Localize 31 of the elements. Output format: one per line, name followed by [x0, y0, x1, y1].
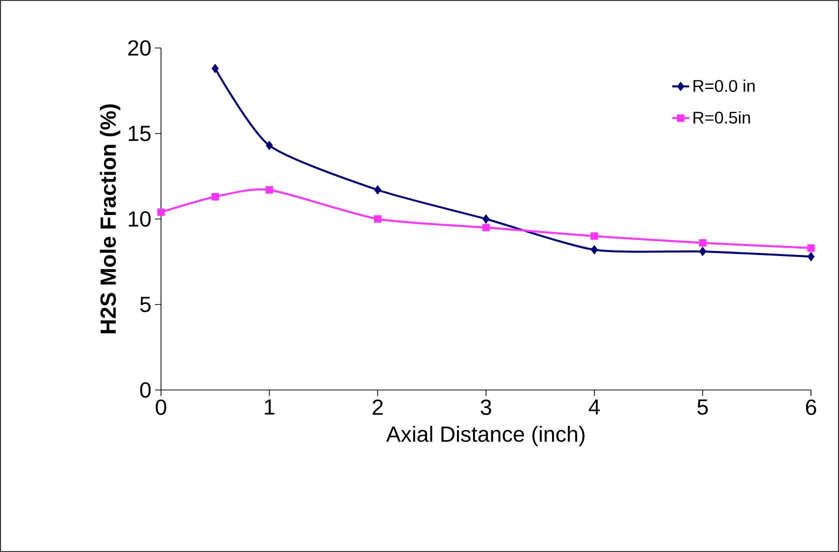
point [212, 64, 219, 74]
x-tick-label: 3 [480, 399, 492, 416]
point [157, 208, 165, 216]
point [374, 215, 382, 223]
point [266, 140, 273, 150]
y-tick-label: 20 [128, 40, 151, 56]
x-tick-label: 4 [588, 399, 600, 415]
point [807, 244, 815, 252]
point [266, 186, 274, 194]
point [482, 214, 490, 224]
y-tick-label: 15 [128, 126, 151, 142]
x-axis-title: Axial Distance (inch) [386, 426, 584, 446]
point [590, 232, 598, 240]
point [482, 224, 490, 232]
point [807, 252, 815, 262]
x-tick-label: 0 [156, 399, 166, 416]
y-tick-label: 5 [140, 296, 151, 312]
x-tick-label: 5 [697, 399, 708, 415]
point [699, 246, 706, 256]
point [211, 193, 219, 200]
x-tick-label: 2 [372, 399, 383, 415]
y-tick-label: 0 [140, 382, 151, 398]
x-tick-label: 1 [264, 399, 274, 415]
legend-label: R=0.5in [694, 111, 750, 124]
point [374, 185, 382, 195]
y-axis-title: H2S Mole Fraction (%) [100, 104, 120, 334]
y-tick-label: 10 [128, 211, 151, 227]
point [590, 245, 598, 254]
x-tick-label: 6 [806, 399, 816, 416]
legend-label: R=0.0 in [694, 80, 755, 92]
point [698, 239, 706, 247]
